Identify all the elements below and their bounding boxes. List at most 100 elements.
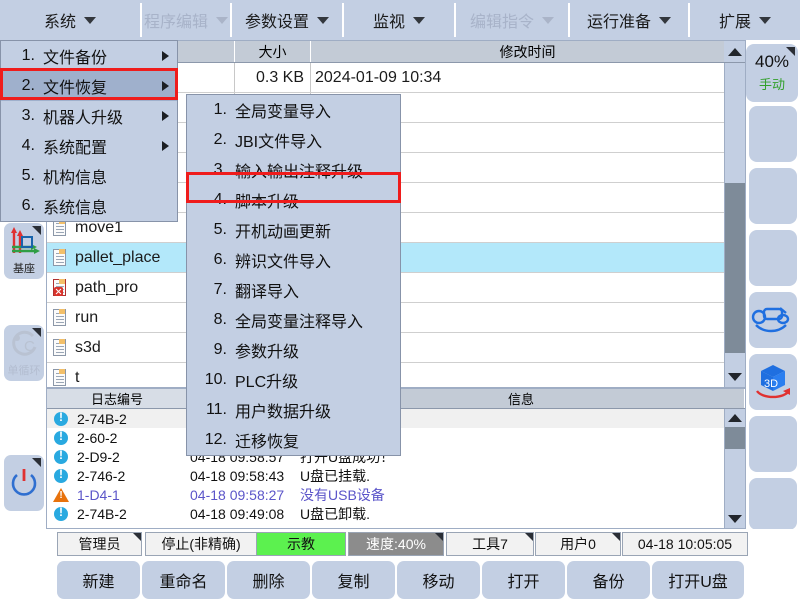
system-menu-item-1[interactable]: 1. 文件备份	[1, 41, 177, 71]
menu-extend[interactable]: 扩展	[690, 0, 800, 40]
submenu-arrow-icon	[162, 51, 169, 61]
menu-monitor[interactable]: 监视	[344, 0, 454, 40]
log-row[interactable]: 1-D4-1 04-18 09:58:27 没有USB设备	[47, 485, 745, 504]
menu-item-number: 1.	[21, 47, 35, 64]
scroll-up-button[interactable]	[724, 41, 745, 62]
system-menu-item-5[interactable]: 5. 机构信息	[1, 161, 177, 191]
submenu-item-11[interactable]: 11. 用户数据升级	[187, 395, 400, 425]
file-name-cell: move1	[47, 213, 235, 242]
submenu-item-9[interactable]: 9. 参数升级	[187, 335, 400, 365]
file-name-cell	[47, 63, 235, 92]
log-scrollbar-thumb[interactable]	[725, 427, 745, 449]
right-button-7[interactable]	[749, 478, 797, 530]
log-message: U盘已卸载.	[300, 505, 370, 522]
file-name: run	[75, 308, 99, 326]
jog-teach-button[interactable]	[749, 292, 797, 348]
menu-parameter-settings[interactable]: 参数设置	[232, 0, 342, 40]
menu-program-edit[interactable]: 程序编辑	[142, 0, 230, 40]
right-button-3[interactable]	[749, 230, 797, 286]
scroll-down-button[interactable]	[725, 367, 745, 387]
submenu-item-6[interactable]: 6. 辨识文件导入	[187, 245, 400, 275]
info-icon	[47, 449, 75, 464]
status-user[interactable]: 用户0	[535, 532, 621, 556]
info-icon	[47, 468, 75, 483]
right-button-2[interactable]	[749, 168, 797, 224]
status-user-role[interactable]: 管理员	[57, 532, 142, 556]
log-scroll-up-button[interactable]	[725, 409, 745, 427]
submenu-item-1[interactable]: 1. 全局变量导入	[187, 95, 400, 125]
speed-indicator[interactable]: 40% 手动	[746, 44, 798, 102]
bottom-button-6[interactable]: 备份	[567, 561, 650, 599]
submenu-arrow-icon	[162, 141, 169, 151]
bottom-button-3[interactable]: 复制	[312, 561, 395, 599]
file-name: move1	[75, 218, 124, 236]
log-panel-scrollbar[interactable]	[724, 409, 745, 528]
hand-teach-pendant-icon	[751, 307, 790, 333]
file-table-header-size[interactable]: 大小	[235, 41, 311, 62]
chevron-down-icon	[317, 16, 329, 24]
file-table-header: 大小 修改时间	[47, 41, 745, 63]
right-button-1[interactable]	[749, 106, 797, 162]
log-id: 2-74B-2	[77, 410, 127, 427]
file-size-cell: 0.3 KB	[235, 63, 311, 92]
bottom-button-2[interactable]: 删除	[227, 561, 310, 599]
log-time: 04-18 09:58:27	[190, 486, 285, 503]
bottom-button-7[interactable]: 打开U盘	[652, 561, 744, 599]
submenu-item-label: 参数升级	[235, 344, 300, 361]
menu-edit-command[interactable]: 编辑指令	[456, 0, 568, 40]
status-tool[interactable]: 工具7	[446, 532, 534, 556]
system-menu-item-3[interactable]: 3. 机器人升级	[1, 101, 177, 131]
cycle-mode-button[interactable]: C 单循环	[4, 325, 44, 381]
system-menu-item-2[interactable]: 2. 文件恢复	[1, 71, 177, 101]
scrollbar-thumb[interactable]	[725, 183, 745, 353]
chevron-down-icon	[216, 16, 228, 24]
menu-item-label: 文件恢复	[43, 80, 108, 97]
submenu-item-7[interactable]: 7. 翻译导入	[187, 275, 400, 305]
log-scroll-down-button[interactable]	[725, 510, 745, 528]
expand-corner-icon	[32, 328, 41, 346]
file-table-header-name[interactable]	[47, 41, 235, 62]
bottom-button-4[interactable]: 移动	[397, 561, 480, 599]
submenu-item-2[interactable]: 2. JBI文件导入	[187, 125, 400, 155]
servo-power-button[interactable]	[4, 455, 44, 511]
file-table-scrollbar[interactable]	[724, 63, 745, 387]
bottom-button-1[interactable]: 重命名	[142, 561, 225, 599]
system-menu-item-4[interactable]: 4. 系统配置	[1, 131, 177, 161]
status-datetime[interactable]: 04-18 10:05:05	[622, 532, 748, 556]
file-document-icon	[51, 338, 69, 358]
svg-text:3D: 3D	[764, 378, 778, 390]
info-icon	[47, 430, 75, 445]
log-header-id[interactable]: 日志编号	[47, 389, 188, 408]
submenu-item-8[interactable]: 8. 全局变量注释导入	[187, 305, 400, 335]
log-row[interactable]: 2-746-2 04-18 09:58:43 U盘已挂载.	[47, 466, 745, 485]
menu-run-prepare[interactable]: 运行准备	[570, 0, 688, 40]
log-header-message[interactable]: 信息	[298, 389, 745, 408]
bottom-button-5[interactable]: 打开	[482, 561, 565, 599]
main-menu-bar: 系统 程序编辑 参数设置 监视 编辑指令 运行准备 扩展	[0, 0, 800, 40]
submenu-item-number: 4.	[213, 191, 227, 208]
submenu-item-3[interactable]: 3. 输入输出注释升级	[187, 155, 400, 185]
menu-program-edit-label: 程序编辑	[143, 14, 208, 31]
cycle-mode-label: 单循环	[7, 365, 41, 377]
file-restore-submenu: 1. 全局变量导入 2. JBI文件导入 3. 输入输出注释升级 4. 脚本升级 5. 开机动画更…	[186, 94, 401, 456]
status-run-state[interactable]: 停止(非精确)	[145, 532, 257, 556]
status-speed[interactable]: 速度:40%	[348, 532, 444, 556]
coordinate-frame-button[interactable]: 基座	[4, 223, 44, 279]
submenu-item-4[interactable]: 4. 脚本升级	[187, 185, 400, 215]
system-menu-item-6[interactable]: 6. 系统信息	[1, 191, 177, 221]
bottom-button-0[interactable]: 新建	[57, 561, 140, 599]
submenu-item-5[interactable]: 5. 开机动画更新	[187, 215, 400, 245]
menu-system[interactable]: 系统	[0, 0, 140, 40]
file-name-cell: s3d	[47, 333, 235, 362]
log-row[interactable]: 2-74B-2 04-18 09:49:08 U盘已卸载.	[47, 504, 745, 523]
submenu-item-number: 9.	[213, 341, 227, 358]
right-button-6[interactable]	[749, 416, 797, 472]
submenu-item-12[interactable]: 12. 迁移恢复	[187, 425, 400, 455]
log-id: 2-746-2	[77, 467, 126, 484]
file-time-cell: 2024-01-09 10:34	[315, 68, 442, 86]
status-mode[interactable]: 示教	[256, 532, 346, 556]
submenu-item-label: 脚本升级	[235, 194, 300, 211]
view-3d-button[interactable]: 3D	[749, 354, 797, 410]
file-table-header-time[interactable]: 修改时间	[311, 41, 745, 62]
submenu-item-10[interactable]: 10. PLC升级	[187, 365, 400, 395]
